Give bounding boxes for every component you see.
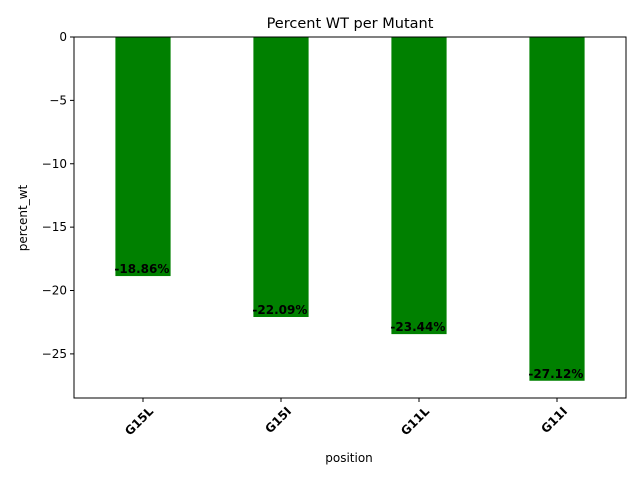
bar-g11l (391, 37, 447, 335)
y-tick-label-10: −10 (42, 157, 67, 171)
x-axis-title: position (325, 451, 373, 465)
bar-g15i (253, 37, 309, 318)
y-tick-label-20: −20 (42, 284, 67, 298)
x-tick-label-g11l: G11L (398, 404, 432, 438)
y-axis-title: percent_wt (16, 184, 30, 251)
chart-title: Percent WT per Mutant (267, 16, 434, 32)
data-label-g15i: -22.09% (252, 303, 307, 317)
data-labels-group: -18.86% -22.09% -23.44% -27.12% (114, 262, 583, 381)
data-label-g11i: -27.12% (528, 367, 583, 381)
bar-g15l (115, 37, 171, 277)
data-label-g15l: -18.86% (114, 262, 169, 276)
bars-group (115, 37, 585, 381)
x-tick-label-g15i: G15I (262, 404, 294, 436)
x-tick-label-g15l: G15L (122, 404, 156, 438)
bar-g11i (529, 37, 585, 381)
y-tick-label-15: −15 (42, 220, 67, 234)
x-tick-label-g11i: G11I (538, 404, 570, 436)
x-axis-ticks: G15L G15I G11L G11I (122, 398, 570, 438)
y-tick-label-5: −5 (49, 93, 67, 107)
data-label-g11l: -23.44% (390, 320, 445, 334)
plot-frame (73, 36, 627, 399)
y-tick-label-0: 0 (59, 30, 67, 44)
y-axis-ticks: 0 −5 −10 −15 −20 −25 (42, 30, 74, 361)
y-tick-label-25: −25 (42, 347, 67, 361)
